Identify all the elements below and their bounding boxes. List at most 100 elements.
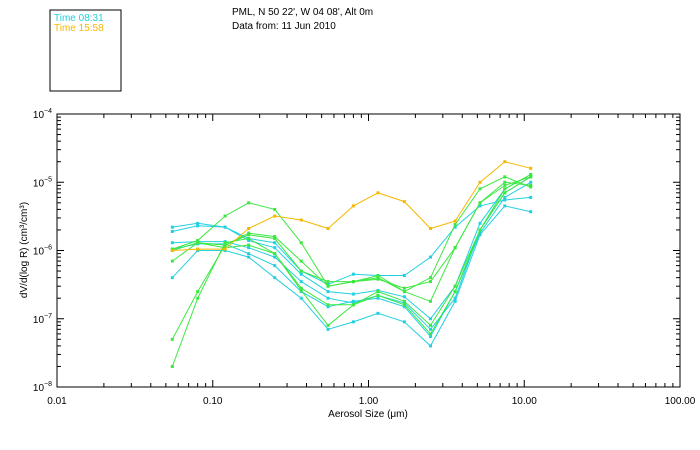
data-point: [428, 334, 432, 338]
y-tick-label: 10−4: [33, 108, 52, 121]
data-point: [299, 280, 303, 284]
data-point: [299, 218, 303, 222]
data-point: [376, 296, 380, 300]
data-point: [478, 201, 482, 205]
data-point: [196, 239, 200, 243]
data-point: [503, 198, 507, 202]
data-point: [326, 327, 330, 331]
data-point: [529, 210, 533, 214]
data-point: [503, 187, 507, 191]
data-point: [223, 214, 227, 218]
legend-box: [49, 9, 122, 92]
data-point: [299, 286, 303, 290]
y-axis-label: dV/d(log R) (cm³/cm³): [19, 202, 30, 298]
data-point: [503, 180, 507, 184]
legend-entry: Time 15:58: [54, 23, 104, 34]
header-date: Data from: 11 Jun 2010: [232, 21, 336, 32]
series-9: [170, 175, 533, 368]
data-point: [273, 255, 277, 259]
y-axis: 10−8 10−7 10−6 10−5 10−4: [33, 108, 680, 394]
data-point: [247, 236, 251, 240]
y-tick-label: 10−6: [33, 245, 52, 258]
data-point: [478, 228, 482, 232]
series-11: [170, 160, 533, 252]
data-point: [326, 303, 330, 307]
data-point: [170, 249, 174, 252]
data-point: [196, 290, 200, 294]
data-point: [196, 241, 200, 245]
data-point: [402, 301, 406, 305]
series-layer: [170, 160, 533, 368]
data-point: [273, 236, 277, 240]
data-point: [299, 259, 303, 263]
x-tick-label: 100.00: [665, 396, 696, 407]
data-point: [326, 227, 330, 231]
x-tick-label: 10.00: [512, 396, 537, 407]
data-point: [428, 276, 432, 280]
data-point: [376, 293, 380, 297]
data-point: [428, 317, 432, 321]
y-tick-label: 10−8: [33, 381, 52, 394]
data-point: [376, 311, 380, 315]
x-tick-label: 1.00: [359, 396, 379, 407]
data-point: [247, 255, 251, 259]
data-point: [273, 235, 277, 239]
data-point: [453, 225, 457, 229]
data-point: [196, 224, 200, 228]
data-point: [402, 305, 406, 309]
data-point: [326, 305, 330, 309]
data-point: [503, 183, 507, 187]
data-point: [428, 255, 432, 259]
data-point: [503, 175, 507, 179]
data-point: [223, 247, 227, 251]
data-point: [273, 214, 277, 218]
data-point: [402, 290, 406, 294]
data-point: [170, 276, 174, 280]
data-point: [326, 323, 330, 327]
data-point: [529, 180, 533, 184]
data-point: [299, 272, 303, 276]
data-point: [376, 290, 380, 294]
data-point: [428, 299, 432, 303]
data-point: [196, 296, 200, 300]
data-point: [453, 290, 457, 294]
data-point: [503, 160, 507, 164]
data-point: [402, 299, 406, 303]
data-point: [351, 204, 355, 208]
data-point: [529, 195, 533, 199]
data-point: [247, 227, 251, 231]
data-point: [273, 264, 277, 268]
data-point: [376, 276, 380, 280]
data-point: [273, 207, 277, 211]
data-point: [453, 223, 457, 227]
data-point: [376, 277, 380, 281]
data-point: [170, 259, 174, 263]
data-point: [247, 233, 251, 237]
data-point: [453, 299, 457, 303]
data-point: [247, 243, 251, 247]
data-point: [428, 227, 432, 231]
x-axis-label: Aerosol Size (μm): [328, 409, 408, 420]
data-point: [223, 225, 227, 229]
data-point: [196, 221, 200, 225]
data-point: [503, 204, 507, 208]
data-point: [478, 221, 482, 225]
legend-entry: Time 08:31: [54, 13, 104, 24]
data-point: [351, 320, 355, 324]
data-point: [478, 231, 482, 235]
data-point: [326, 280, 330, 284]
data-point: [453, 296, 457, 300]
data-point: [170, 364, 174, 368]
data-point: [351, 303, 355, 307]
series-10: [170, 175, 533, 294]
data-point: [529, 166, 533, 170]
data-point: [503, 191, 507, 195]
data-point: [170, 241, 174, 245]
data-point: [529, 183, 533, 187]
data-point: [351, 272, 355, 276]
data-point: [478, 180, 482, 184]
data-point: [376, 274, 380, 278]
data-point: [273, 241, 277, 245]
